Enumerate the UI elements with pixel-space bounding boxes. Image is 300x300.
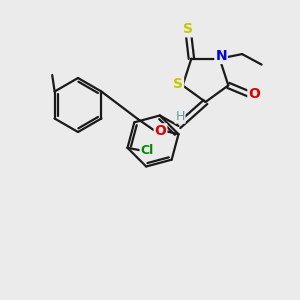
Text: H: H	[175, 110, 185, 123]
Text: O: O	[154, 124, 166, 138]
Text: S: S	[173, 77, 183, 91]
Text: Cl: Cl	[140, 144, 154, 157]
Text: O: O	[248, 87, 260, 101]
Text: N: N	[215, 49, 227, 63]
Text: S: S	[183, 22, 194, 37]
Text: O: O	[248, 87, 260, 101]
